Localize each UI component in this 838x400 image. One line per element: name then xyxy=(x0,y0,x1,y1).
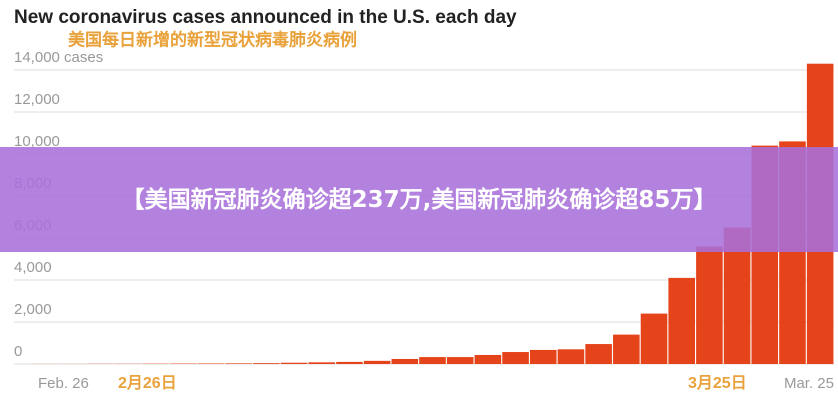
bar xyxy=(668,277,695,364)
annotation: 3月25日 xyxy=(688,374,747,392)
bar xyxy=(557,349,585,364)
bar xyxy=(446,357,474,364)
y-tick-label: 4,000 xyxy=(14,259,52,276)
y-tick-label: 12,000 xyxy=(14,91,60,108)
bar xyxy=(474,354,502,364)
bar xyxy=(419,357,446,364)
y-tick-label: 14,000 cases xyxy=(14,49,103,66)
bar xyxy=(197,363,225,364)
y-tick-label: 10,000 xyxy=(14,133,60,150)
banner: 【美国新冠肺炎确诊超237万,美国新冠肺炎确诊超85万】 xyxy=(0,147,838,252)
bar xyxy=(529,349,557,364)
banner-text: 【美国新冠肺炎确诊超237万,美国新冠肺炎确诊超85万】 xyxy=(121,186,717,213)
bar xyxy=(696,246,723,364)
y-tick-label: 0 xyxy=(14,343,22,360)
bar xyxy=(363,360,391,364)
bar xyxy=(502,352,529,364)
bar xyxy=(585,344,612,364)
bar xyxy=(613,334,640,364)
y-tick-label: 2,000 xyxy=(14,301,52,318)
chart-title: New coronavirus cases announced in the U… xyxy=(14,7,517,28)
annotation: 2月26日 xyxy=(118,374,177,392)
bar xyxy=(640,313,668,364)
bar xyxy=(280,362,308,364)
x-tick-label: Feb. 26 xyxy=(38,375,89,392)
bar xyxy=(336,361,363,364)
bar xyxy=(253,363,280,364)
bar xyxy=(225,363,252,364)
x-tick-label: Mar. 25 xyxy=(784,375,834,392)
bar xyxy=(391,358,419,364)
bar xyxy=(308,362,336,364)
chart-subtitle: 美国每日新增的新型冠状病毒肺炎病例 xyxy=(68,29,357,49)
